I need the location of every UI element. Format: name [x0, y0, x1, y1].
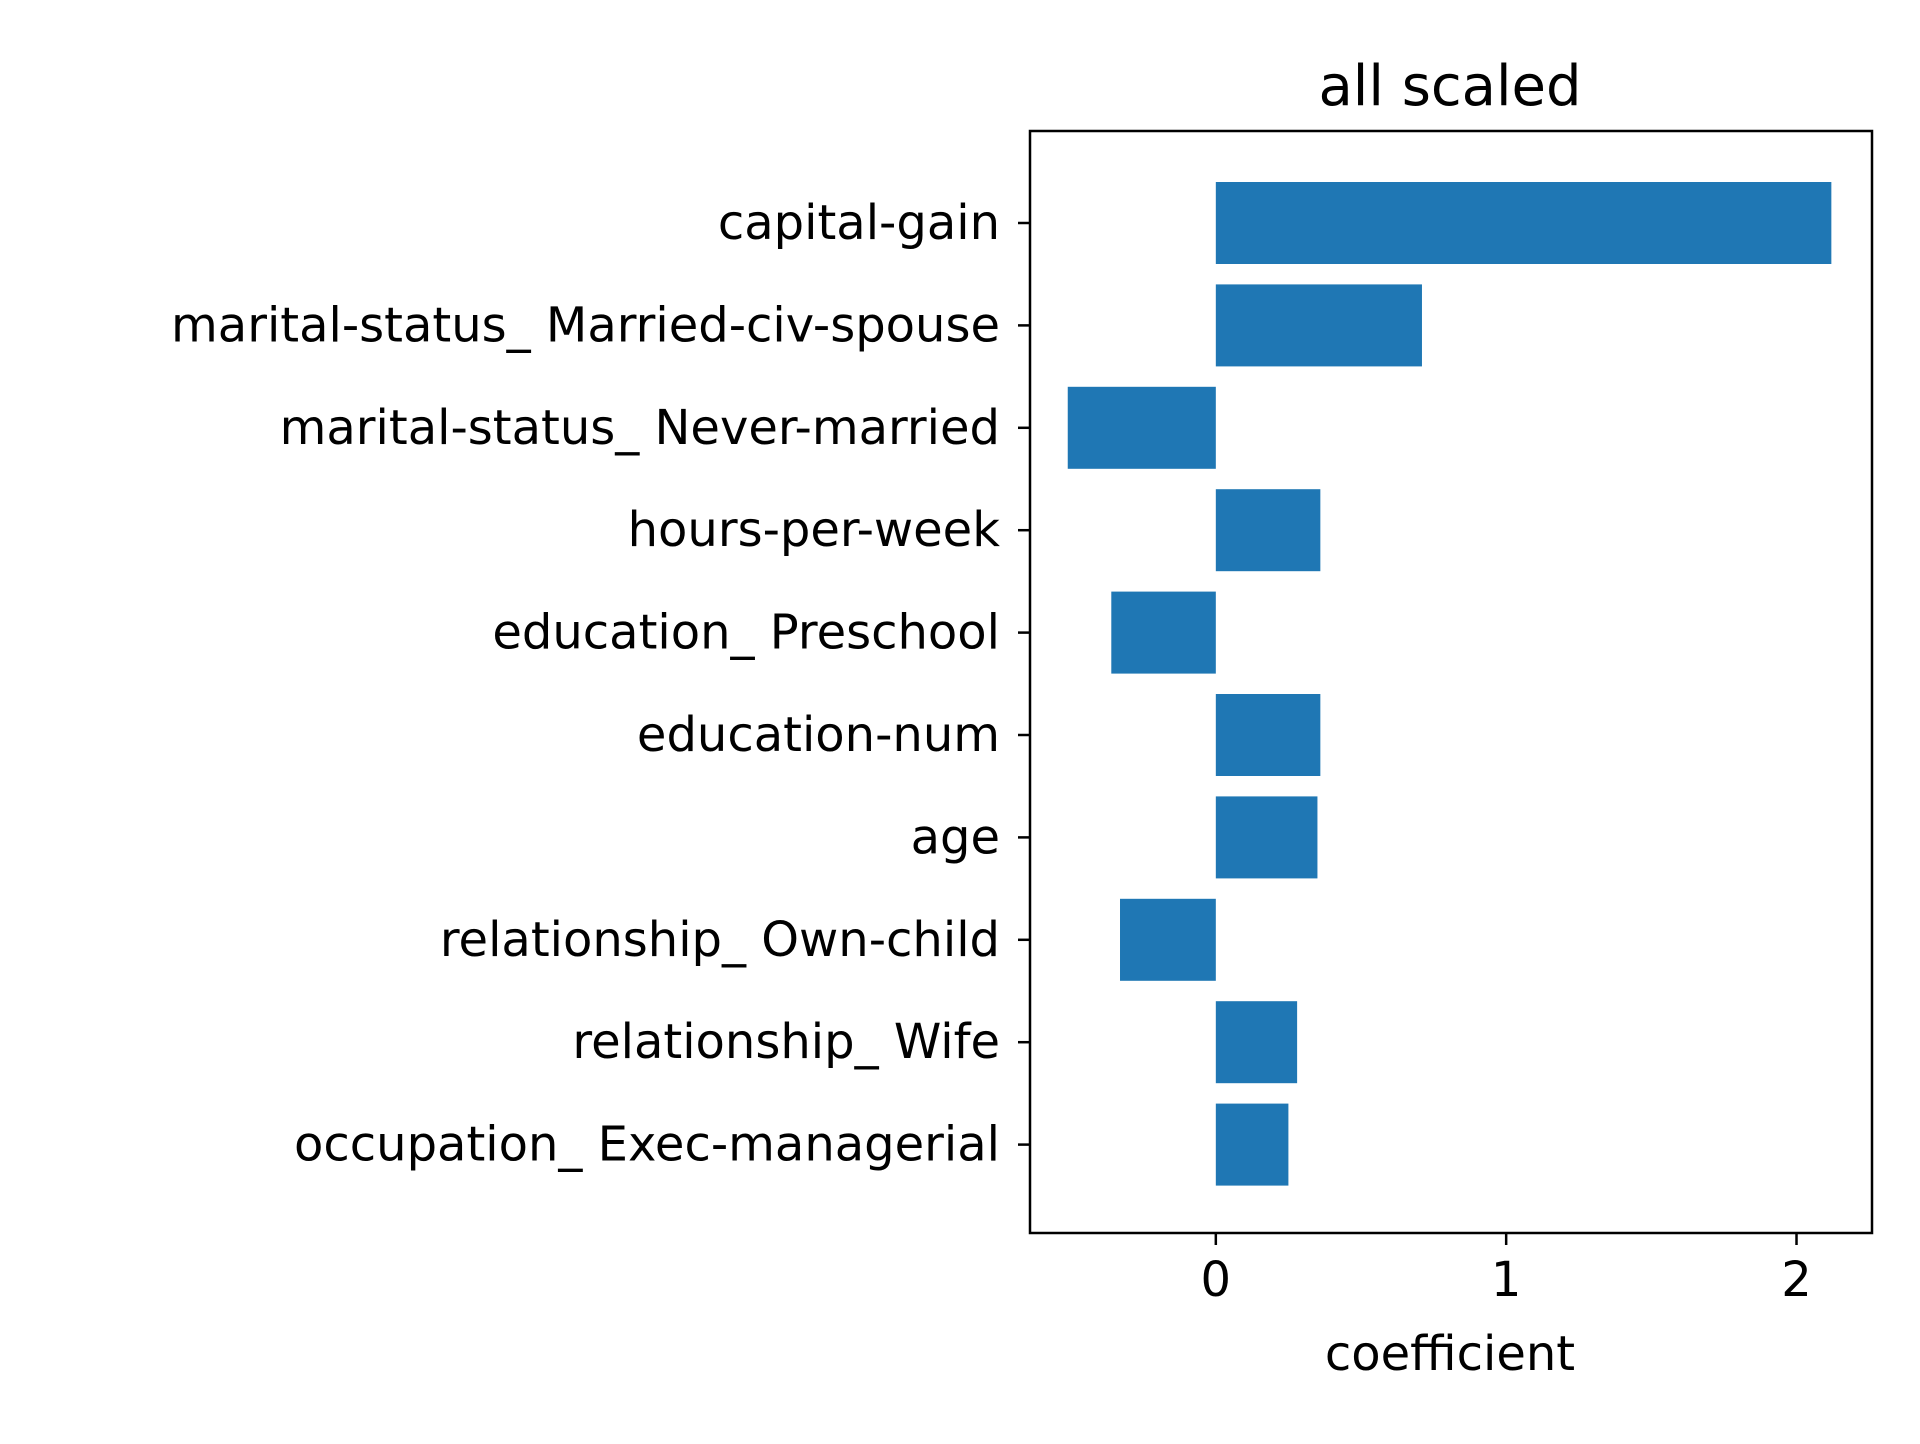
x-tick-label: 0	[1201, 1252, 1232, 1308]
bar	[1215, 284, 1422, 367]
y-tick-label: marital-status_ Married-civ-spouse	[171, 297, 1000, 353]
y-tick-label: education-num	[637, 707, 1000, 763]
bar	[1215, 489, 1321, 572]
plot-frame	[1028, 129, 1874, 1235]
y-tick-label: occupation_ Exec-managerial	[294, 1117, 1000, 1173]
bar	[1215, 182, 1832, 264]
bar	[1120, 898, 1216, 981]
y-tick-label: education_ Preschool	[492, 605, 1000, 661]
bars-layer	[1067, 182, 1832, 1186]
bar	[1215, 1103, 1289, 1186]
bar	[1215, 1001, 1298, 1084]
x-axis-label: coefficient	[1325, 1326, 1575, 1382]
y-tick-label: relationship_ Wife	[572, 1014, 1000, 1070]
x-tick-label: 1	[1491, 1252, 1522, 1308]
bar	[1111, 591, 1216, 674]
y-tick-label: capital-gain	[718, 195, 1000, 251]
bar	[1215, 694, 1321, 776]
y-tick-label: relationship_ Own-child	[440, 912, 1000, 968]
y-tick-label: hours-per-week	[628, 502, 1001, 558]
y-tick-label: marital-status_ Never-married	[280, 400, 1000, 456]
chart-title: all scaled	[1318, 54, 1581, 119]
bar	[1067, 386, 1216, 469]
x-tick-label: 2	[1781, 1252, 1812, 1308]
bar	[1215, 796, 1318, 879]
x-axis-ticks: 0 1 2	[1201, 1233, 1812, 1308]
y-axis-ticks: capital-gain marital-status_ Married-civ-…	[171, 195, 1030, 1173]
y-tick-label: age	[911, 809, 1000, 865]
